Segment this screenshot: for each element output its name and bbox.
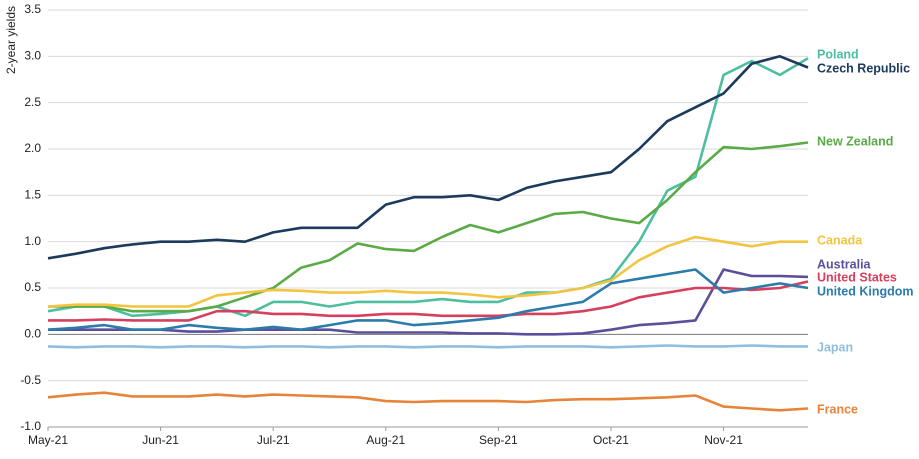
legend-label: United States <box>817 270 897 284</box>
legend-label: France <box>817 402 858 416</box>
x-tick-label: Aug-21 <box>366 433 405 447</box>
series-line <box>48 280 809 322</box>
y-tick-label: 2.5 <box>24 95 41 109</box>
y-tick-label: -1.0 <box>20 419 41 433</box>
x-tick-label: Sep-21 <box>479 433 518 447</box>
legend-label: New Zealand <box>817 134 893 148</box>
legend-label: Czech Republic <box>817 61 910 75</box>
y-tick-label: 0.5 <box>24 280 41 294</box>
y-axis-label: 2-year yields <box>4 6 18 74</box>
x-tick-label: Nov-21 <box>704 433 743 447</box>
series-line <box>48 141 809 313</box>
series-line <box>47 391 809 412</box>
legend-label: Australia <box>817 257 872 271</box>
legend-label: Poland <box>817 47 859 61</box>
y-tick-label: 1.5 <box>24 188 41 202</box>
legend-label: United Kingdom <box>817 284 914 298</box>
y-tick-label: 3.5 <box>24 2 41 16</box>
legend-label: Canada <box>817 233 863 247</box>
y-tick-label: 3.0 <box>24 49 41 63</box>
x-tick-label: Oct-21 <box>593 433 629 447</box>
y-tick-label: -0.5 <box>20 373 41 387</box>
y-tick-label: 0.0 <box>24 327 41 341</box>
legend-label: Japan <box>817 340 853 354</box>
y-tick-label: 1.0 <box>24 234 41 248</box>
series-line <box>47 344 808 349</box>
x-tick-label: Jul-21 <box>257 433 290 447</box>
y-tick-label: 2.0 <box>24 141 41 155</box>
series-line <box>48 268 809 336</box>
x-tick-label: May-21 <box>28 433 68 447</box>
x-tick-label: Jun-21 <box>142 433 179 447</box>
series-line <box>47 55 809 260</box>
series-line <box>47 235 808 308</box>
series-line <box>47 57 809 318</box>
series-line <box>47 268 809 331</box>
